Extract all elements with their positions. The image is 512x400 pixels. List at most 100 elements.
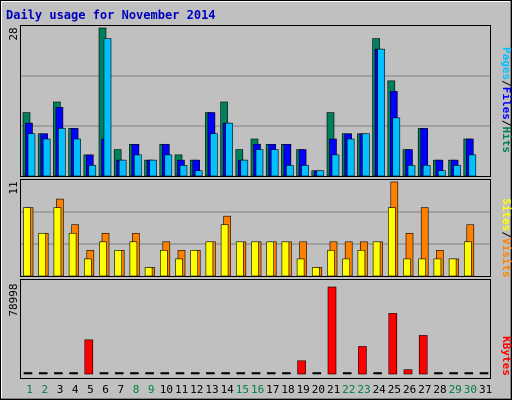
day-label-8: 8	[133, 383, 140, 396]
legend-sep-1: /	[500, 80, 512, 87]
day-label-9: 9	[148, 383, 155, 396]
day-label-27: 27	[418, 383, 431, 396]
day-label-31: 31	[479, 383, 492, 396]
legend-sep-3: /	[500, 231, 512, 238]
day-label-7: 7	[117, 383, 124, 396]
bar-kbytes-day-7	[114, 372, 124, 375]
legend-hits: Hits	[500, 127, 512, 154]
bar-pages-day-13	[210, 133, 218, 177]
bar-kbytes-day-31	[479, 372, 489, 375]
bar-sites-day-18	[281, 241, 290, 277]
bar-sites-day-17	[266, 241, 275, 277]
bar-kbytes-day-27	[418, 335, 428, 375]
bar-kbytes-day-16	[251, 372, 261, 375]
day-label-12: 12	[190, 383, 203, 396]
bar-kbytes-day-11	[175, 372, 185, 375]
legend-files: Files	[500, 87, 512, 120]
bar-kbytes-day-20	[312, 372, 322, 375]
legend-visits: Visits	[500, 238, 512, 278]
bar-pages-day-10	[164, 154, 173, 177]
bar-kbytes-day-13	[206, 372, 215, 375]
bar-pages-day-18	[286, 165, 294, 177]
chart-title: Daily usage for November 2014	[6, 8, 216, 22]
bar-kbytes-day-23	[358, 346, 367, 375]
bar-kbytes-day-12	[190, 372, 200, 375]
bar-sites-day-29	[448, 258, 457, 277]
bar-pages-day-28	[438, 170, 446, 177]
bar-sites-day-21	[327, 250, 335, 277]
day-label-11: 11	[175, 383, 188, 396]
bar-sites-day-27	[418, 258, 427, 277]
bar-kbytes-day-19	[297, 360, 306, 375]
bar-kbytes-day-2	[38, 372, 48, 375]
panel-visits-ymax-label: 11	[7, 181, 20, 194]
day-label-20: 20	[312, 383, 325, 396]
bar-sites-day-16	[251, 241, 259, 277]
svg-text:Sites/Visits: Sites/Visits	[500, 198, 512, 278]
bar-pages-day-3	[58, 128, 66, 177]
bar-sites-day-15	[236, 241, 244, 277]
day-label-1: 1	[26, 383, 33, 396]
bar-sites-day-3	[53, 207, 62, 277]
bar-pages-day-11	[179, 165, 188, 177]
legend-kbytes: KBytes	[500, 336, 512, 376]
panel-kbytes-legend: KBytes	[500, 336, 512, 376]
bar-sites-day-9	[144, 267, 153, 277]
bar-kbytes-day-9	[145, 372, 154, 375]
bar-kbytes-day-6	[99, 372, 109, 375]
bar-kbytes-day-1	[23, 372, 33, 375]
bar-sites-day-22	[342, 258, 351, 277]
panel-hits-legend: Pages/Files/Hits	[500, 47, 512, 153]
bar-kbytes-day-30	[464, 372, 474, 375]
day-label-24: 24	[373, 383, 387, 396]
bar-sites-day-5	[84, 258, 92, 277]
bar-sites-day-28	[433, 258, 442, 277]
bar-sites-day-20	[311, 267, 320, 277]
bar-pages-day-29	[453, 165, 461, 177]
bar-kbytes-day-8	[130, 372, 139, 375]
day-label-15: 15	[236, 383, 249, 396]
bar-sites-day-19	[296, 258, 305, 277]
bar-pages-day-1	[27, 133, 36, 177]
panel-hits-files-pages: 28 Pages/Files/Hits	[7, 25, 512, 177]
day-axis-labels: 1 2 3 4 5 6 7 8 9 10 11 12 13 14 15 16 17 18 19 20 21 22 23 24 2…	[26, 383, 492, 396]
day-label-5: 5	[87, 383, 94, 396]
bar-kbytes-day-18	[282, 372, 291, 375]
bar-kbytes-day-17	[266, 372, 276, 375]
day-label-30: 30	[464, 383, 477, 396]
bar-pages-day-15	[240, 159, 249, 177]
day-label-16: 16	[251, 383, 264, 396]
bar-sites-day-23	[357, 250, 366, 277]
bar-pages-day-21	[331, 154, 340, 177]
bar-pages-day-26	[407, 165, 416, 177]
day-label-2: 2	[41, 383, 48, 396]
bar-sites-day-26	[403, 258, 411, 277]
bar-pages-day-25	[392, 117, 401, 177]
bar-sites-day-7	[114, 250, 122, 277]
panel-kbytes-plot-area	[20, 279, 491, 379]
day-label-18: 18	[281, 383, 294, 396]
panel-visits-legend: Sites/Visits	[500, 198, 512, 278]
day-label-3: 3	[57, 383, 64, 396]
bar-sites-day-4	[68, 232, 77, 277]
bar-pages-day-19	[301, 165, 309, 177]
bar-kbytes-day-25	[388, 313, 398, 375]
panel-hits-ymax-label: 28	[7, 27, 20, 40]
bar-pages-day-7	[118, 159, 127, 177]
panel-visits-sites: 11 Sites/Visits	[7, 179, 512, 278]
bar-sites-day-11	[175, 258, 183, 277]
legend-pages: Pages	[500, 47, 512, 80]
svg-text:Pages/Files/Hits: Pages/Files/Hits	[500, 47, 512, 153]
bar-pages-day-20	[316, 170, 325, 177]
day-label-6: 6	[102, 383, 109, 396]
bar-kbytes-day-22	[342, 372, 352, 375]
day-label-4: 4	[72, 383, 79, 396]
day-label-29: 29	[449, 383, 462, 396]
bar-kbytes-day-10	[160, 372, 170, 375]
panel-kbytes: 78998 KBytes	[7, 279, 512, 379]
day-label-10: 10	[160, 383, 173, 396]
bar-sites-day-1	[23, 207, 31, 277]
bar-kbytes-day-15	[236, 372, 246, 375]
bar-pages-day-12	[194, 170, 203, 177]
day-label-19: 19	[297, 383, 310, 396]
